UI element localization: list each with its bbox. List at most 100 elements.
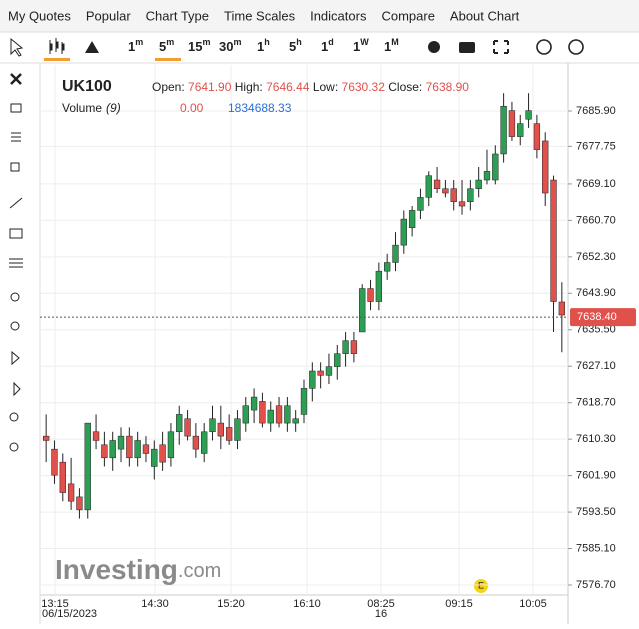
ohlc-legend: Open: 7641.90 High: 7646.44 Low: 7630.32… <box>152 80 469 94</box>
interval-button[interactable]: 5m <box>159 37 174 54</box>
upload-icon[interactable] <box>568 39 584 55</box>
y-tick-label: 7635.50 <box>576 324 616 336</box>
cursor-tool[interactable] <box>10 37 24 57</box>
y-tick-label: 7643.90 <box>576 287 616 299</box>
candle-body <box>267 409 274 424</box>
legend-open: 7641.90 <box>188 80 235 94</box>
candle-body <box>317 370 324 376</box>
candle-body <box>275 405 283 424</box>
interval-number: 5 <box>159 39 166 54</box>
menu-item[interactable]: Popular <box>86 8 131 23</box>
volume-legend: Volume (9) 0.00 1834688.33 <box>62 101 292 115</box>
candle-body <box>234 418 241 441</box>
candle-body <box>92 431 100 441</box>
candle-body <box>400 218 407 246</box>
menu-item[interactable]: Indicators <box>310 8 367 23</box>
candle-body <box>392 244 399 263</box>
candle-body <box>483 171 491 181</box>
x-tick-label: 09:15 <box>445 598 473 610</box>
interval-number: 1 <box>321 39 328 54</box>
candle-body <box>342 340 349 354</box>
event-marker[interactable] <box>474 579 488 593</box>
x-tick-label: 13:15 <box>41 598 69 610</box>
y-tick-label: 7652.30 <box>576 251 616 263</box>
candle-body <box>533 123 541 150</box>
candle-body <box>309 370 316 389</box>
candle-body <box>442 188 449 194</box>
settings-icon[interactable] <box>428 41 440 53</box>
x-tick-label: 15:20 <box>217 598 245 610</box>
y-tick-label: 7669.10 <box>576 178 616 190</box>
active-indicator <box>44 58 70 61</box>
candle-body <box>300 388 308 415</box>
candle-body <box>375 270 383 302</box>
candle-body <box>142 444 150 454</box>
interval-unit: h <box>296 37 302 47</box>
x-tick-label: 14:30 <box>141 598 169 610</box>
interval-unit: m <box>202 37 210 47</box>
last-price-label: 7638.40 <box>577 311 617 323</box>
menu-item[interactable]: Time Scales <box>224 8 296 23</box>
candle-body <box>500 105 507 155</box>
interval-unit: h <box>264 37 270 47</box>
menu-item[interactable]: Compare <box>381 8 434 23</box>
candle-body <box>467 188 474 202</box>
interval-button[interactable]: 1d <box>321 37 334 54</box>
interval-unit: m <box>135 37 143 47</box>
interval-button[interactable]: 1M <box>384 37 399 54</box>
candle-body <box>542 140 549 194</box>
interval-button[interactable]: 30m <box>219 37 241 54</box>
interval-button[interactable]: 1m <box>128 37 143 54</box>
candle-body <box>201 431 208 454</box>
candle-body <box>325 366 333 376</box>
candle-body <box>292 418 299 424</box>
y-tick-label: 7601.90 <box>576 470 616 482</box>
interval-unit: M <box>391 37 399 47</box>
volume-total: 1834688.33 <box>228 101 292 115</box>
candle-body <box>51 448 58 476</box>
candle-body <box>250 396 258 411</box>
candle-body <box>508 110 516 137</box>
candles-icon[interactable] <box>49 38 65 54</box>
y-tick-label: 7677.75 <box>576 140 616 152</box>
menu-item[interactable]: Chart Type <box>146 8 209 23</box>
candle-body <box>334 353 341 367</box>
drawing-tools <box>9 103 23 452</box>
interval-number: 5 <box>289 39 296 54</box>
menu-bar <box>0 0 639 32</box>
candle-body <box>359 288 366 333</box>
interval-number: 1 <box>384 39 391 54</box>
date-label: 16 <box>375 608 387 620</box>
interval-button[interactable]: 5h <box>289 37 302 54</box>
candle-body <box>76 496 83 511</box>
fullscreen-icon[interactable] <box>493 40 509 54</box>
x-tick-label: 16:10 <box>293 598 321 610</box>
x-tick-label: 08:25 <box>367 598 395 610</box>
interval-button[interactable]: 15m <box>188 37 210 54</box>
candle-body <box>84 422 91 511</box>
download-icon[interactable] <box>536 39 552 55</box>
legend-open-label: Open: <box>152 80 188 94</box>
candle-body <box>192 435 200 450</box>
y-tick-label: 7618.70 <box>576 397 616 409</box>
legend-low-label: Low: <box>313 80 342 94</box>
close-tool[interactable] <box>10 73 22 85</box>
area-icon[interactable] <box>85 41 99 53</box>
candle-body <box>217 422 224 437</box>
camera-icon[interactable] <box>459 42 475 53</box>
menu-item[interactable]: About Chart <box>450 8 520 23</box>
active-interval <box>155 58 181 61</box>
candle-body <box>59 461 66 493</box>
interval-button[interactable]: 1h <box>257 37 270 54</box>
interval-unit: W <box>360 37 369 47</box>
candle-body <box>225 427 233 441</box>
interval-unit: m <box>166 37 174 47</box>
interval-button[interactable]: 1W <box>353 37 369 54</box>
menu-item[interactable]: My Quotes <box>8 8 71 23</box>
candle-body <box>109 440 116 459</box>
watermark-brand: Investing <box>55 554 178 585</box>
candle-body <box>209 418 216 433</box>
candle-body <box>67 483 75 502</box>
interval-number: 1 <box>353 39 360 54</box>
